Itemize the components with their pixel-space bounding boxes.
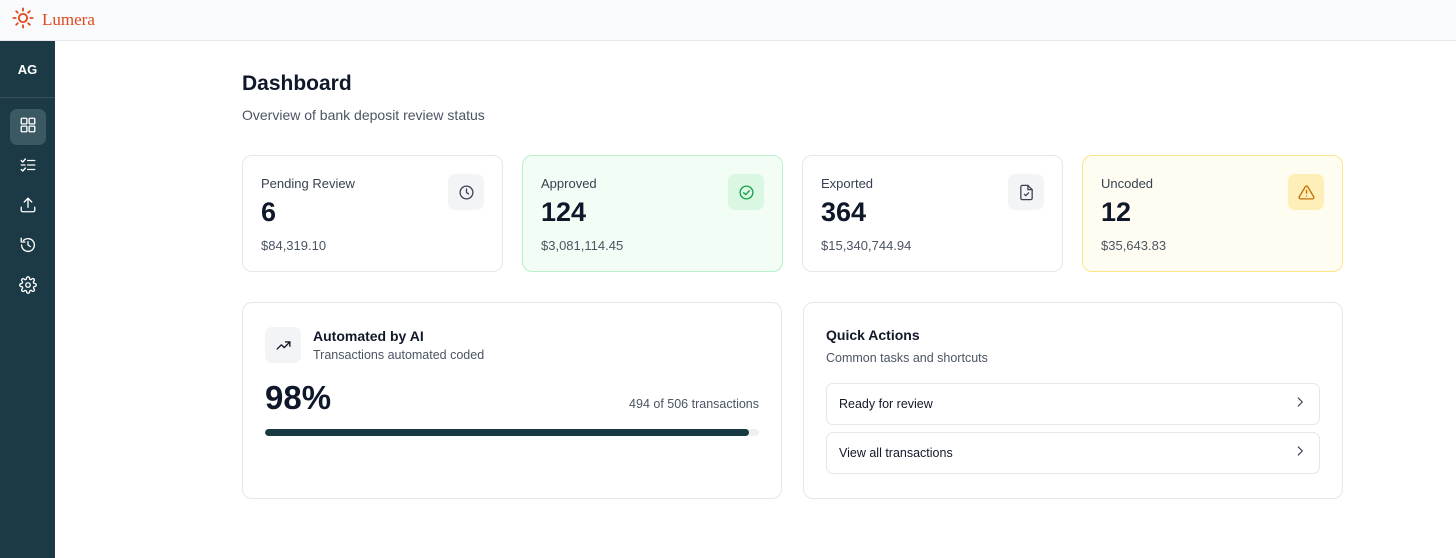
upload-icon xyxy=(19,196,37,219)
brand-logo[interactable]: Lumera xyxy=(12,6,95,34)
dashboard-icon xyxy=(19,116,37,139)
quick-actions-list: Ready for review View all transactions xyxy=(826,383,1320,474)
warning-icon xyxy=(1288,174,1324,210)
stat-amount: $84,319.10 xyxy=(261,238,327,253)
ai-stats-row: 98% 494 of 506 transactions xyxy=(265,379,759,417)
page-subtitle: Overview of bank deposit review status xyxy=(242,107,485,123)
automation-count: 494 of 506 transactions xyxy=(629,397,759,411)
stat-value: 124 xyxy=(541,197,587,227)
ai-card-header: Automated by AI Transactions automated c… xyxy=(265,327,759,363)
chevron-right-icon xyxy=(1293,444,1307,463)
trending-up-icon xyxy=(265,327,301,363)
quick-action-label: Ready for review xyxy=(839,397,933,411)
view-all-transactions-button[interactable]: View all transactions xyxy=(826,432,1320,474)
automated-by-ai-card: Automated by AI Transactions automated c… xyxy=(242,302,782,499)
sidebar-nav xyxy=(0,98,55,305)
stat-value: 12 xyxy=(1101,197,1132,227)
file-check-icon xyxy=(1008,174,1044,210)
check-circle-icon xyxy=(728,174,764,210)
quick-action-label: View all transactions xyxy=(839,446,953,460)
sidebar-item-history[interactable] xyxy=(10,229,46,265)
stat-label: Uncoded xyxy=(1101,176,1154,191)
stat-card-approved[interactable]: Approved 124 $3,081,114.45 xyxy=(522,155,783,272)
stat-amount: $3,081,114.45 xyxy=(541,238,624,253)
stat-label: Exported xyxy=(821,176,874,191)
clock-icon xyxy=(448,174,484,210)
stat-label: Pending Review xyxy=(261,176,355,191)
progress-fill xyxy=(265,429,750,436)
top-bar: Lumera xyxy=(0,0,1456,41)
stat-card-pending-review[interactable]: Pending Review 6 $84,319.10 xyxy=(242,155,503,272)
quick-actions-subtitle: Common tasks and shortcuts xyxy=(826,351,988,365)
stat-amount: $35,643.83 xyxy=(1101,238,1167,253)
sidebar-item-review[interactable] xyxy=(10,149,46,185)
automation-percent: 98% xyxy=(265,379,332,416)
automation-progress-bar xyxy=(265,429,759,436)
ai-card-subtitle: Transactions automated coded xyxy=(313,348,485,362)
sidebar: AG xyxy=(0,41,55,558)
sun-icon xyxy=(12,6,34,34)
chevron-right-icon xyxy=(1293,395,1307,414)
stat-value: 364 xyxy=(821,197,867,227)
stat-value: 6 xyxy=(261,197,277,227)
sidebar-item-upload[interactable] xyxy=(10,189,46,225)
stat-card-exported[interactable]: Exported 364 $15,340,744.94 xyxy=(802,155,1063,272)
stat-amount: $15,340,744.94 xyxy=(821,238,912,253)
checklist-icon xyxy=(19,156,37,179)
quick-actions-title: Quick Actions xyxy=(826,327,920,343)
stats-row: Pending Review 6 $84,319.10 Approved 124… xyxy=(242,155,1343,272)
history-icon xyxy=(19,236,37,259)
ready-for-review-button[interactable]: Ready for review xyxy=(826,383,1320,425)
avatar[interactable]: AG xyxy=(0,41,55,98)
ai-card-title: Automated by AI xyxy=(313,328,424,344)
sidebar-item-dashboard[interactable] xyxy=(9,109,46,145)
stat-label: Approved xyxy=(541,176,597,191)
page-title: Dashboard xyxy=(242,72,352,95)
quick-actions-card: Quick Actions Common tasks and shortcuts… xyxy=(803,302,1343,499)
gear-icon xyxy=(18,275,37,299)
stat-card-uncoded[interactable]: Uncoded 12 $35,643.83 xyxy=(1082,155,1343,272)
brand-name: Lumera xyxy=(42,10,95,29)
sidebar-item-settings[interactable] xyxy=(10,269,46,305)
